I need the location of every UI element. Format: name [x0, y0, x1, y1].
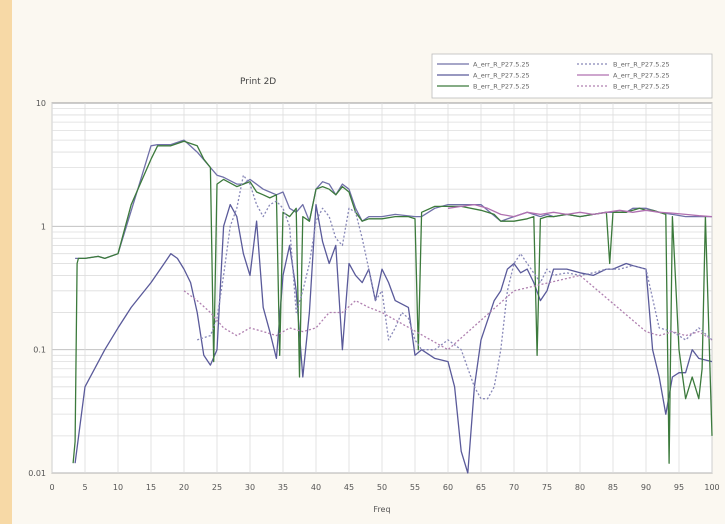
- x-tick-label: 60: [443, 483, 453, 492]
- legend-entry: B_err_R_P27.5.25: [613, 83, 670, 91]
- series-line-4: [196, 174, 713, 400]
- y-tick-label: 1: [41, 222, 46, 231]
- x-tick-label: 45: [344, 483, 354, 492]
- series-line-5: [447, 203, 713, 218]
- x-tick-label: 70: [509, 483, 519, 492]
- x-tick-label: 15: [146, 483, 156, 492]
- grid: [51, 103, 713, 474]
- x-tick-label: 0: [49, 483, 54, 492]
- series-line-3: [72, 140, 713, 464]
- legend-entry: B_err_R_P27.5.25: [613, 61, 670, 69]
- legend-box: [431, 53, 713, 99]
- x-tick-label: 30: [245, 483, 255, 492]
- x-tick-label: 65: [476, 483, 486, 492]
- x-tick-label: 35: [278, 483, 288, 492]
- x-axis-label: Freq: [373, 505, 390, 514]
- tick-labels: 0 5 10 15 20 25 30 35 40 45 50 55 60 65 70 75 80 85 90 95 10…: [28, 99, 719, 492]
- legend: A_err_R_P27.5.25 A_err_R_P27.5.25 B_err_R_…: [431, 53, 713, 99]
- x-tick-label: 40: [311, 483, 321, 492]
- y-tick-label: 0.1: [33, 346, 46, 355]
- y-tick-label: 10: [36, 99, 46, 108]
- chart-frame: 0 5 10 15 20 25 30 35 40 45 50 55 60 65 70 75 80 85 90 95 10…: [12, 0, 725, 524]
- x-tick-label: 10: [113, 483, 123, 492]
- x-tick-label: 20: [179, 483, 189, 492]
- chart: 0 5 10 15 20 25 30 35 40 45 50 55 60 65 70 75 80 85 90 95 10…: [28, 53, 720, 514]
- x-tick-label: 85: [608, 483, 618, 492]
- legend-entry: A_err_R_P27.5.25: [613, 72, 670, 80]
- chart-title: Print 2D: [240, 77, 276, 87]
- x-tick-label: 5: [82, 483, 87, 492]
- legend-entry: A_err_R_P27.5.25: [473, 61, 530, 69]
- series-line-6: [183, 274, 713, 351]
- legend-entry: B_err_R_P27.5.25: [473, 83, 530, 91]
- x-tick-label: 25: [212, 483, 222, 492]
- y-tick-label: 0.01: [28, 469, 46, 478]
- series-layer: [72, 139, 713, 474]
- x-tick-label: 100: [704, 483, 719, 492]
- x-tick-label: 80: [575, 483, 585, 492]
- x-tick-label: 95: [674, 483, 684, 492]
- x-tick-label: 75: [542, 483, 552, 492]
- x-tick-label: 90: [641, 483, 651, 492]
- x-tick-label: 50: [377, 483, 387, 492]
- legend-entry: A_err_R_P27.5.25: [473, 72, 530, 80]
- x-tick-label: 55: [410, 483, 420, 492]
